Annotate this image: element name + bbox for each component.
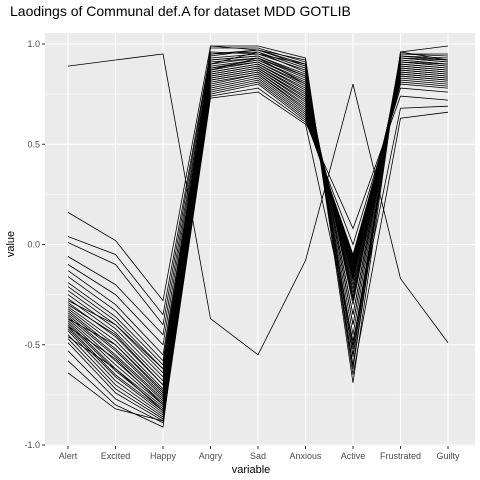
x-tick-label: Sad <box>250 451 266 461</box>
x-tick-label: Guilty <box>436 451 460 461</box>
grid-minor <box>45 93 475 396</box>
series-line <box>67 49 449 412</box>
series-line <box>67 45 449 428</box>
x-tick-label: Frustrated <box>380 451 421 461</box>
x-tick-label: Alert <box>59 451 78 461</box>
y-tick-label: 1.0 <box>27 39 40 49</box>
plot-panel <box>45 33 475 446</box>
grid-major <box>45 33 475 446</box>
x-tick-label: Happy <box>150 451 177 461</box>
series-line <box>67 91 449 424</box>
series-line <box>67 57 449 394</box>
series-lines <box>67 45 449 428</box>
y-tick-label: -0.5 <box>24 340 40 350</box>
y-tick-label: -1.0 <box>24 440 40 450</box>
x-tick-label: Anxious <box>289 451 322 461</box>
y-axis: -1.0 -0.5 0.0 0.5 1.0 <box>24 39 45 450</box>
series-line <box>67 51 449 370</box>
series-line <box>67 53 449 356</box>
chart-title: Laodings of Communal def.A for dataset M… <box>10 3 351 19</box>
y-tick-label: 0.0 <box>27 240 40 250</box>
x-tick-label: Angry <box>199 451 223 461</box>
y-axis-title: value <box>5 231 17 257</box>
x-tick-label: Active <box>341 451 366 461</box>
x-axis: Alert Excited Happy Angry Sad Anxious Active Fr… <box>59 446 460 461</box>
x-tick-label: Excited <box>101 451 131 461</box>
x-axis-title: variable <box>232 464 271 476</box>
y-tick-label: 0.5 <box>27 139 40 149</box>
